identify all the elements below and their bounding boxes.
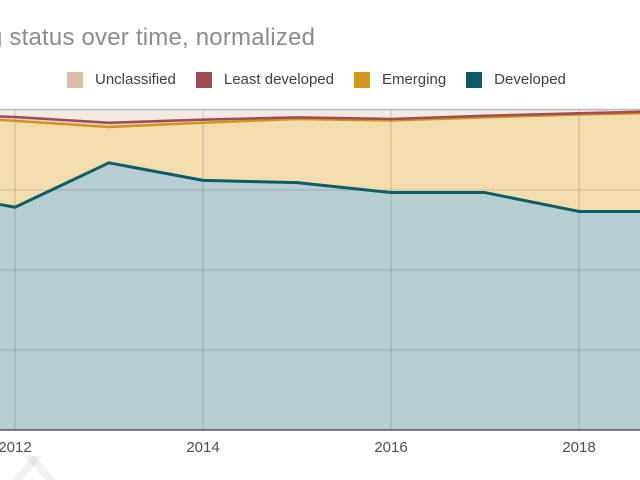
legend-swatch [353, 71, 370, 88]
legend-label: Developed [494, 71, 566, 88]
chart-title: g status over time, normalized [0, 24, 316, 51]
x-axis-tick-label: 2016 [374, 439, 407, 456]
legend-item-developed[interactable]: Developed [466, 71, 566, 88]
area-band-least-developed [0, 111, 640, 127]
legend-item-emerging[interactable]: Emerging [353, 71, 447, 88]
area-band-emerging [0, 113, 640, 212]
legend-item-least-developed[interactable]: Least developed [195, 71, 334, 88]
x-axis-tick-label: 2012 [0, 439, 32, 456]
series-line-emerging [0, 111, 640, 129]
chart-legend: Unclassified Least developed Emerging De… [67, 71, 566, 88]
area-band-unclassified [0, 110, 640, 123]
x-axis-tick-label: 2014 [186, 439, 219, 456]
series-line-least-developed [0, 110, 640, 125]
series-line-developed [0, 161, 640, 213]
legend-label: Unclassified [95, 71, 176, 88]
legend-swatch [195, 71, 212, 88]
legend-item-unclassified[interactable]: Unclassified [67, 71, 176, 88]
legend-label: Least developed [223, 71, 334, 88]
legend-swatch [67, 71, 83, 88]
x-axis-tick-label: 2018 [562, 439, 595, 456]
legend-label: Emerging [381, 71, 447, 88]
legend-swatch [466, 71, 483, 88]
watermark [6, 456, 66, 480]
area-band-developed [0, 162, 640, 430]
